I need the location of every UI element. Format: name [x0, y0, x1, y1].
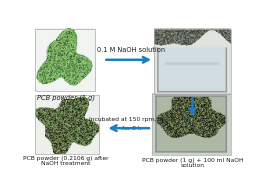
Text: PCB powder (1 g) + 100 ml NaOH: PCB powder (1 g) + 100 ml NaOH [142, 158, 243, 163]
Bar [154, 29, 231, 94]
Text: PCB powder (1 g): PCB powder (1 g) [37, 95, 95, 101]
Bar [152, 94, 231, 155]
Text: Incubated at 150 rpm, 30 °C: Incubated at 150 rpm, 30 °C [89, 117, 175, 122]
Text: NaOH treatment: NaOH treatment [41, 161, 91, 166]
Text: for 8 h: for 8 h [122, 126, 141, 131]
Text: solution: solution [180, 163, 204, 168]
Bar [35, 29, 95, 91]
Text: 0.1 M NaOH solution: 0.1 M NaOH solution [97, 46, 165, 53]
Text: PCB powder (0.2106 g) after: PCB powder (0.2106 g) after [23, 156, 109, 161]
Bar [35, 95, 99, 154]
